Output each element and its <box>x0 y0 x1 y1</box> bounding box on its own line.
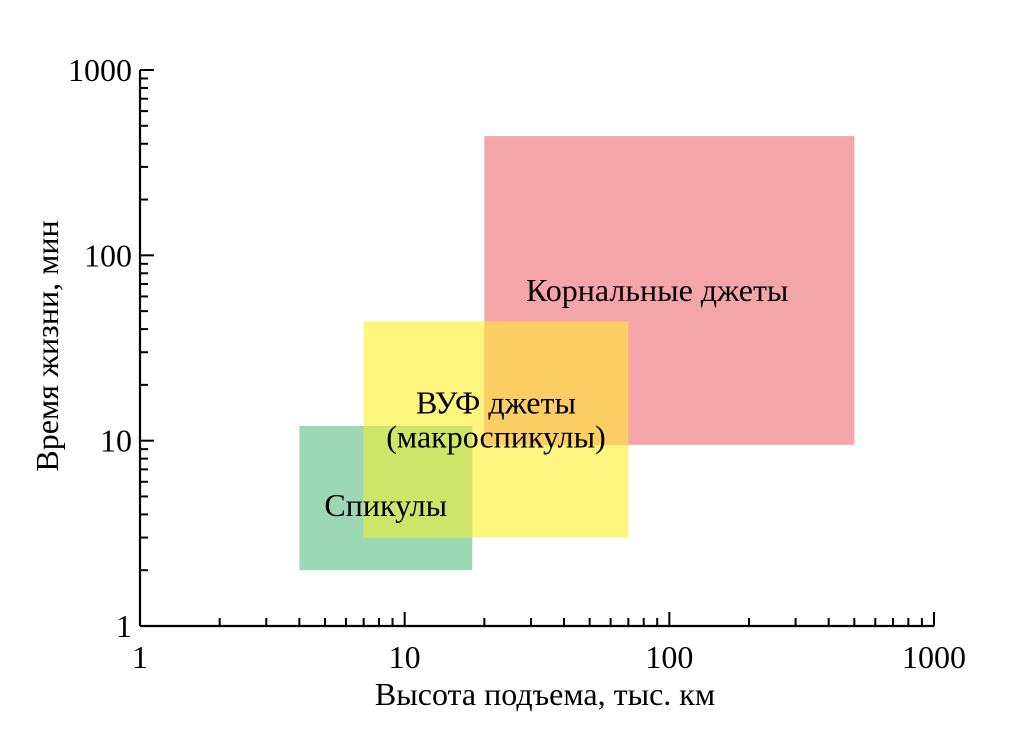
y-tick-label: 100 <box>84 237 132 273</box>
region-label: (макроспикулы) <box>386 419 606 455</box>
x-tick-label: 1000 <box>902 639 966 675</box>
y-tick-label: 1000 <box>68 52 132 88</box>
y-axis-label: Время жизни, мин <box>29 220 65 471</box>
x-tick-label: 10 <box>389 639 421 675</box>
region-label: Спикулы <box>324 487 447 523</box>
x-tick-label: 100 <box>645 639 693 675</box>
x-tick-label: 1 <box>132 639 148 675</box>
region-label: Корнальные джеты <box>526 272 788 308</box>
x-axis-label: Высота подъема, тыс. км <box>375 676 715 712</box>
ticks <box>139 69 935 627</box>
tick-labels: 1 10 100 1000 1 10 100 1000 <box>68 52 966 675</box>
overlap-spicules-vuv <box>363 425 473 538</box>
y-tick-label: 1 <box>116 608 132 644</box>
region-labels: Спикулы ВУФ джеты(макроспикулы) Корнальные… <box>324 272 788 523</box>
region-overlaps <box>363 321 629 538</box>
region-label: ВУФ джеты <box>416 385 576 421</box>
y-tick-label: 10 <box>100 423 132 459</box>
axes <box>138 70 934 628</box>
overlap-vuv-coronal <box>484 321 629 445</box>
